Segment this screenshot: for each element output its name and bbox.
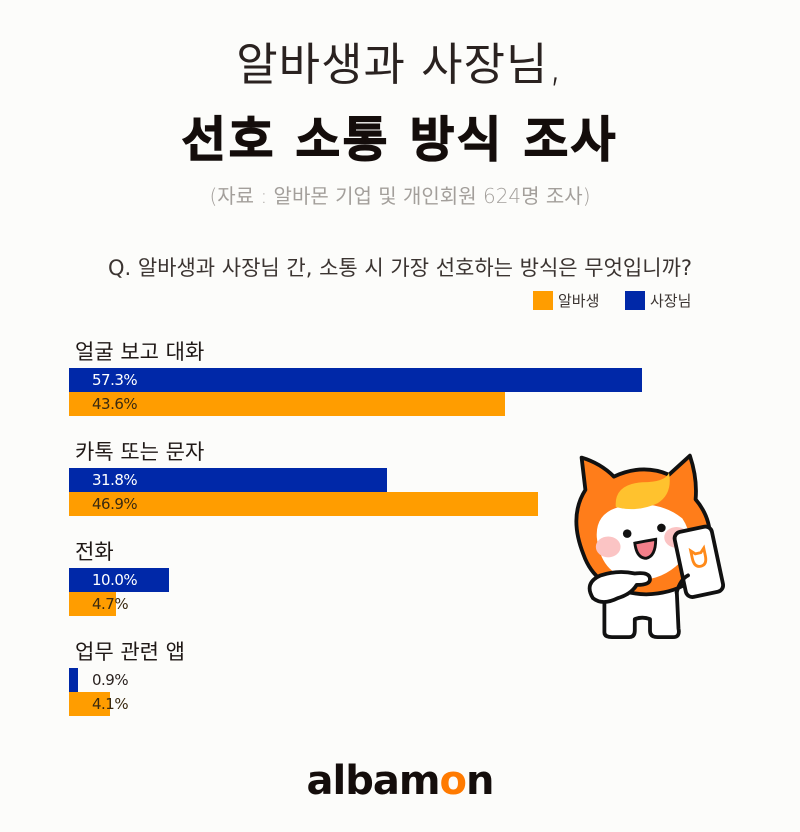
bar-value-boss: 0.9% bbox=[92, 671, 129, 689]
bar-boss bbox=[69, 368, 642, 392]
bar-value-worker: 4.1% bbox=[92, 695, 129, 713]
bar-worker bbox=[69, 692, 110, 716]
legend-label-worker: 알바생 bbox=[558, 292, 600, 310]
bar-boss bbox=[69, 468, 387, 492]
bar-boss bbox=[69, 568, 169, 592]
bar-value-boss: 10.0% bbox=[92, 571, 138, 589]
bar-value-worker: 46.9% bbox=[92, 495, 138, 513]
bar-value-worker: 43.6% bbox=[92, 395, 138, 413]
legend-label-boss: 사장님 bbox=[650, 292, 692, 310]
albamon-logo: albamon bbox=[0, 758, 800, 804]
title-line-1: 알바생과 사장님, bbox=[236, 38, 564, 91]
source-note: (자료 : 알바몬 기업 및 개인회원 624명 조사) bbox=[209, 184, 591, 208]
logo-cat-o-icon: o bbox=[439, 758, 468, 804]
bar-value-boss: 31.8% bbox=[92, 471, 138, 489]
survey-question: Q. 알바생과 사장님 간, 소통 시 가장 선호하는 방식은 무엇입니까? bbox=[107, 256, 693, 280]
logo-text-n: n bbox=[466, 758, 495, 804]
bar-worker bbox=[69, 492, 538, 516]
category-label: 얼굴 보고 대화 bbox=[75, 340, 205, 364]
mascot-illustration bbox=[574, 453, 726, 640]
category-label: 업무 관련 앱 bbox=[75, 640, 185, 664]
bar-worker bbox=[69, 392, 505, 416]
legend-swatch-boss bbox=[625, 291, 645, 310]
category-label: 카톡 또는 문자 bbox=[75, 440, 205, 464]
bar-value-worker: 4.7% bbox=[92, 595, 129, 613]
bar-worker bbox=[69, 592, 116, 616]
logo-text-alba: alba bbox=[306, 758, 400, 804]
logo-text-m: m bbox=[398, 758, 441, 804]
bar-boss bbox=[69, 668, 78, 692]
bar-value-boss: 57.3% bbox=[92, 371, 138, 389]
legend-swatch-worker bbox=[533, 291, 553, 310]
category-label: 전화 bbox=[75, 540, 114, 564]
title-line-2: 선호 소통 방식 조사 bbox=[181, 111, 619, 169]
